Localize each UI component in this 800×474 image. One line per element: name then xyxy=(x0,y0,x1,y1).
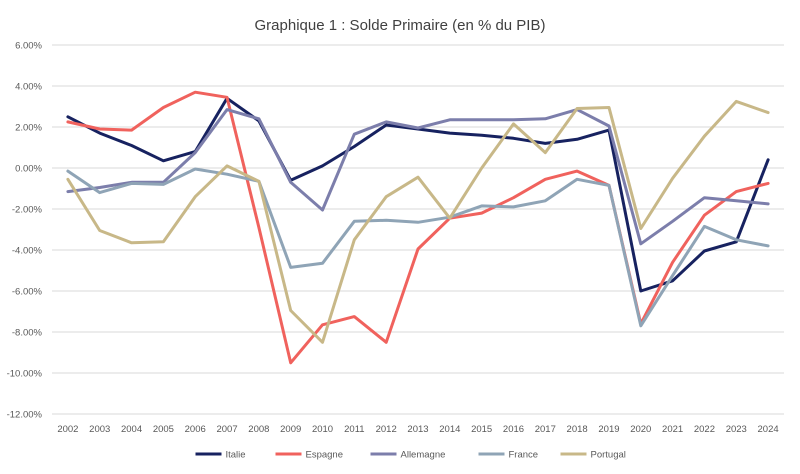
y-tick-label: -4.00% xyxy=(12,246,43,257)
x-tick-label: 2014 xyxy=(439,424,460,435)
y-axis-ticks: 6.00% 4.00% 2.00% 0.00% -2.00% -4.00% -6.00% -8… xyxy=(7,41,43,421)
legend-label: Espagne xyxy=(306,450,344,461)
x-tick-label: 2022 xyxy=(694,424,715,435)
chart-title: Graphique 1 : Solde Primaire (en % du PI… xyxy=(255,17,546,34)
x-tick-label: 2008 xyxy=(248,424,269,435)
x-tick-label: 2006 xyxy=(185,424,206,435)
x-tick-label: 2004 xyxy=(121,424,142,435)
legend-label: Portugal xyxy=(591,450,626,461)
series-line-espagne xyxy=(66,90,770,365)
y-tick-label: 0.00% xyxy=(15,164,42,175)
x-tick-label: 2007 xyxy=(216,424,237,435)
y-tick-label: -2.00% xyxy=(12,205,43,216)
series-line-france xyxy=(66,167,770,328)
legend-item-espagne: Espagne xyxy=(275,450,344,461)
x-tick-label: 2011 xyxy=(344,424,364,435)
legend-label: Italie xyxy=(226,450,246,461)
y-tick-label: 4.00% xyxy=(15,82,42,93)
x-tick-label: 2023 xyxy=(726,424,747,435)
y-tick-label: 6.00% xyxy=(15,41,42,52)
x-tick-label: 2002 xyxy=(57,424,78,435)
x-tick-label: 2018 xyxy=(567,424,588,435)
y-tick-label: -12.00% xyxy=(7,410,43,421)
y-tick-label: -8.00% xyxy=(12,328,43,339)
x-tick-label: 2005 xyxy=(153,424,174,435)
y-tick-label: -10.00% xyxy=(7,369,43,380)
x-tick-label: 2012 xyxy=(376,424,397,435)
series-lines xyxy=(66,90,770,365)
x-tick-label: 2016 xyxy=(503,424,524,435)
legend-label: France xyxy=(509,450,539,461)
x-tick-label: 2015 xyxy=(471,424,492,435)
x-tick-label: 2003 xyxy=(89,424,110,435)
legend-item-france: France xyxy=(478,450,539,461)
gridlines xyxy=(52,44,784,415)
legend-label: Allemagne xyxy=(401,450,446,461)
x-axis-ticks: 2002 2003 2004 2005 2006 2007 2008 2009 2010 2011… xyxy=(57,424,778,435)
x-tick-label: 2024 xyxy=(758,424,779,435)
y-tick-label: 2.00% xyxy=(15,123,42,134)
x-tick-label: 2010 xyxy=(312,424,333,435)
x-tick-label: 2020 xyxy=(630,424,651,435)
legend-item-italie: Italie xyxy=(195,450,246,461)
x-tick-label: 2019 xyxy=(598,424,619,435)
legend-item-allemagne: Allemagne xyxy=(370,450,446,461)
y-tick-label: -6.00% xyxy=(12,287,43,298)
series-line-portugal xyxy=(66,99,770,344)
x-tick-label: 2013 xyxy=(407,424,428,435)
legend: Italie Espagne Allemagne France Portugal xyxy=(195,450,626,461)
x-tick-label: 2017 xyxy=(535,424,556,435)
x-tick-label: 2009 xyxy=(280,424,301,435)
x-tick-label: 2021 xyxy=(662,424,683,435)
series-line-allemagne xyxy=(66,108,770,246)
legend-item-portugal: Portugal xyxy=(560,450,626,461)
